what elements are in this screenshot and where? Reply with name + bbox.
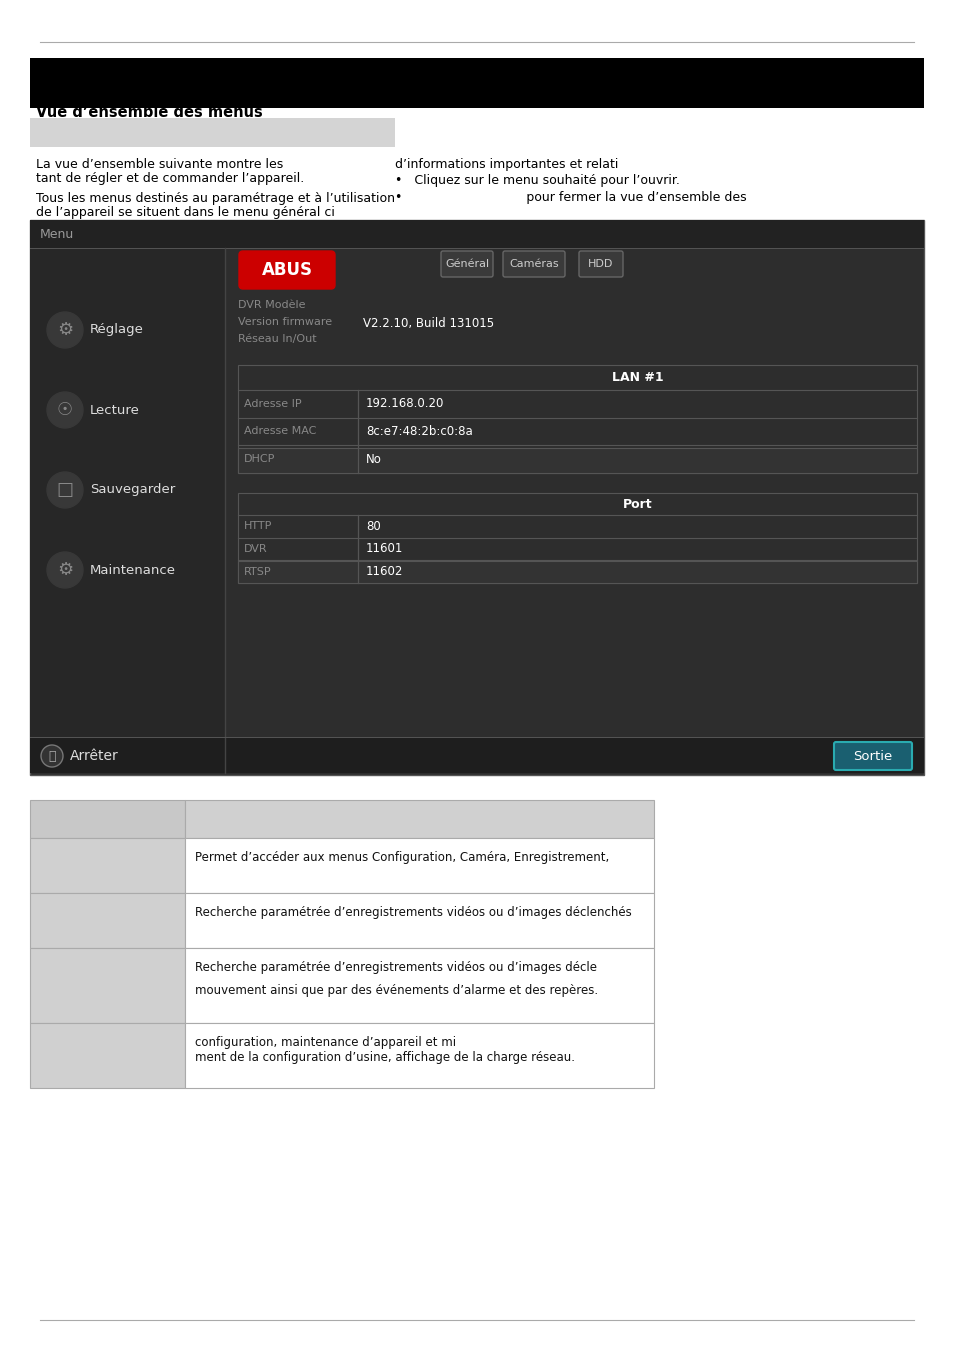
Text: Tous les menus destinés au paramétrage et à l’utilisation: Tous les menus destinés au paramétrage e… xyxy=(36,192,395,205)
Text: mouvement ainsi que par des événements d’alarme et des repères.: mouvement ainsi que par des événements d… xyxy=(194,984,598,998)
Bar xyxy=(30,1023,185,1088)
Text: ⚙: ⚙ xyxy=(57,562,73,579)
Bar xyxy=(30,892,185,948)
Bar xyxy=(237,493,916,583)
Bar xyxy=(185,801,654,838)
Bar xyxy=(30,117,395,147)
Text: Sauvegarder: Sauvegarder xyxy=(90,483,175,497)
Text: □: □ xyxy=(56,481,73,500)
Text: HDD: HDD xyxy=(588,259,613,269)
Text: Lecture: Lecture xyxy=(90,404,140,417)
Bar xyxy=(30,220,923,248)
Text: •   Cliquez sur le menu souhaité pour l’ouvrir.: • Cliquez sur le menu souhaité pour l’ou… xyxy=(395,174,679,188)
Text: Version firmware: Version firmware xyxy=(237,317,332,327)
Text: No: No xyxy=(366,452,381,466)
Text: DVR: DVR xyxy=(244,544,268,554)
Text: ☉: ☉ xyxy=(57,401,73,418)
Text: Recherche paramétrée d’enregistrements vidéos ou d’images décle: Recherche paramétrée d’enregistrements v… xyxy=(194,961,597,973)
Text: Menu: Menu xyxy=(40,228,74,240)
Bar xyxy=(30,801,185,838)
Text: Caméras: Caméras xyxy=(509,259,558,269)
Text: Réglage: Réglage xyxy=(90,324,144,336)
Text: Arrêter: Arrêter xyxy=(70,749,118,763)
FancyBboxPatch shape xyxy=(239,251,335,289)
Bar xyxy=(30,948,185,1023)
Text: Vue d’ensemble des menus: Vue d’ensemble des menus xyxy=(36,105,262,120)
Bar xyxy=(30,737,923,774)
Text: Permet d’accéder aux menus Configuration, Caméra, Enregistrement,: Permet d’accéder aux menus Configuration… xyxy=(194,850,609,864)
Bar xyxy=(30,838,185,892)
Text: DVR Modèle: DVR Modèle xyxy=(237,300,305,310)
Text: Port: Port xyxy=(622,498,652,510)
FancyBboxPatch shape xyxy=(833,743,911,770)
Text: ABUS: ABUS xyxy=(261,261,313,279)
Text: ⏻: ⏻ xyxy=(49,749,55,763)
Bar xyxy=(237,364,916,472)
Text: 8c:e7:48:2b:c0:8a: 8c:e7:48:2b:c0:8a xyxy=(366,425,473,437)
Bar xyxy=(185,892,654,948)
Text: Adresse IP: Adresse IP xyxy=(244,398,301,409)
Text: 80: 80 xyxy=(366,520,380,533)
Bar xyxy=(237,562,916,583)
Bar xyxy=(237,448,916,472)
Text: RTSP: RTSP xyxy=(244,567,272,576)
Text: HTTP: HTTP xyxy=(244,521,273,532)
Bar xyxy=(30,248,225,774)
Text: V2.2.10, Build 131015: V2.2.10, Build 131015 xyxy=(363,317,494,329)
Bar xyxy=(185,1023,654,1088)
Bar xyxy=(185,948,654,1023)
Text: Adresse MAC: Adresse MAC xyxy=(244,427,316,436)
Bar xyxy=(30,220,923,775)
Text: Général: Général xyxy=(444,259,489,269)
Text: LAN #1: LAN #1 xyxy=(611,371,662,383)
FancyBboxPatch shape xyxy=(502,251,564,277)
Text: Maintenance: Maintenance xyxy=(90,563,175,576)
Text: d’informations importantes et relati: d’informations importantes et relati xyxy=(395,158,618,171)
Circle shape xyxy=(47,472,83,508)
Circle shape xyxy=(47,552,83,589)
Text: Réseau In/Out: Réseau In/Out xyxy=(237,333,316,344)
Text: La vue d’ensemble suivante montre les: La vue d’ensemble suivante montre les xyxy=(36,158,283,171)
Bar xyxy=(185,838,654,892)
Text: 192.168.0.20: 192.168.0.20 xyxy=(366,397,444,410)
Text: de l’appareil se situent dans le menu général ci: de l’appareil se situent dans le menu gé… xyxy=(36,207,335,219)
Circle shape xyxy=(47,392,83,428)
Text: tant de régler et de commander l’appareil.: tant de régler et de commander l’apparei… xyxy=(36,171,304,185)
Text: Recherche paramétrée d’enregistrements vidéos ou d’images déclenchés: Recherche paramétrée d’enregistrements v… xyxy=(194,906,631,919)
Text: 11602: 11602 xyxy=(366,566,403,578)
Text: ment de la configuration d’usine, affichage de la charge réseau.: ment de la configuration d’usine, affich… xyxy=(194,1052,575,1064)
FancyBboxPatch shape xyxy=(578,251,622,277)
Circle shape xyxy=(41,745,63,767)
Text: configuration, maintenance d’appareil et mi: configuration, maintenance d’appareil et… xyxy=(194,1035,456,1049)
Text: DHCP: DHCP xyxy=(244,454,275,464)
Text: Sortie: Sortie xyxy=(853,749,892,763)
Bar xyxy=(30,58,923,108)
FancyBboxPatch shape xyxy=(440,251,493,277)
Text: ⚙: ⚙ xyxy=(57,321,73,339)
Circle shape xyxy=(47,312,83,348)
Text: 11601: 11601 xyxy=(366,543,403,555)
Text: •                               pour fermer la vue d’ensemble des: • pour fermer la vue d’ensemble des xyxy=(395,190,746,204)
